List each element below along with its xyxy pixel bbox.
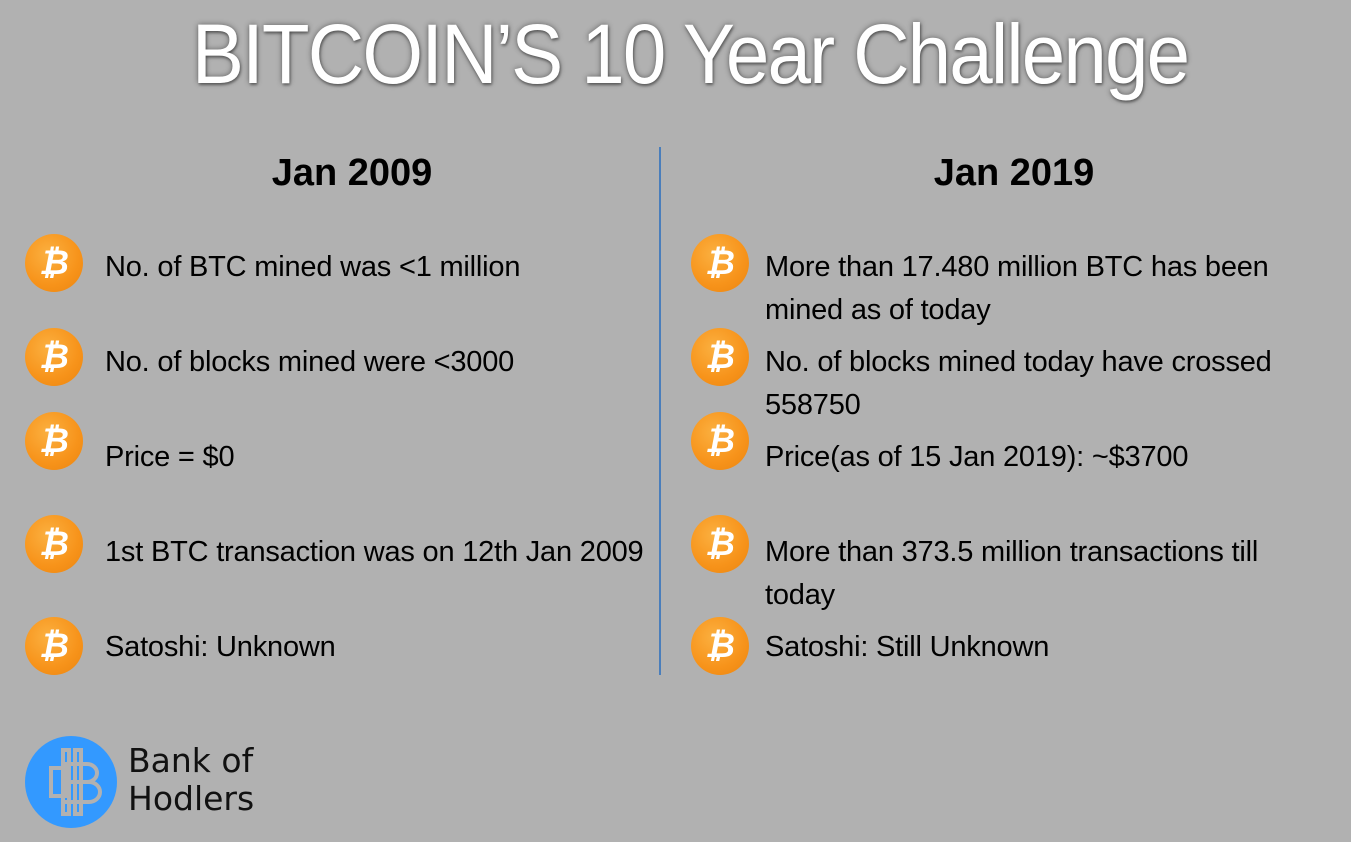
bitcoin-icon: ₿ — [25, 617, 83, 675]
bitcoin-icon: ₿ — [691, 328, 749, 386]
list-item: No. of BTC mined was <1 million — [105, 251, 521, 283]
bitcoin-icon: ₿ — [25, 328, 83, 386]
bitcoin-icon: ₿ — [691, 515, 749, 573]
bitcoin-icon: ₿ — [25, 515, 83, 573]
bank-of-hodlers-logo-icon — [25, 736, 117, 828]
list-item: More than 17.480 million BTC has been mi… — [765, 251, 1269, 326]
bitcoin-icon: ₿ — [25, 412, 83, 470]
list-item: No. of blocks mined today have crossed 5… — [765, 346, 1272, 421]
bitcoin-icon: ₿ — [25, 234, 83, 292]
bitcoin-icon: ₿ — [691, 412, 749, 470]
logo-line-1: Bank of — [128, 741, 254, 780]
list-item: Price = $0 — [105, 441, 235, 473]
logo-text: Bank of Hodlers — [128, 742, 254, 818]
column-divider — [659, 147, 661, 675]
logo-line-2: Hodlers — [128, 779, 255, 818]
list-item: More than 373.5 million transactions til… — [765, 536, 1259, 611]
bitcoin-icon: ₿ — [691, 617, 749, 675]
left-heading: Jan 2009 — [271, 152, 433, 194]
list-item: Satoshi: Still Unknown — [765, 631, 1050, 663]
list-item: Satoshi: Unknown — [105, 631, 336, 663]
list-item: No. of blocks mined were <3000 — [105, 346, 515, 378]
bitcoin-icon: ₿ — [691, 234, 749, 292]
list-item: 1st BTC transaction was on 12th Jan 2009 — [105, 536, 644, 568]
list-item: Price(as of 15 Jan 2019): ~$3700 — [765, 441, 1189, 473]
page-title: BITCOIN’S 10 Year Challenge — [191, 7, 1190, 101]
right-heading: Jan 2019 — [933, 152, 1095, 194]
